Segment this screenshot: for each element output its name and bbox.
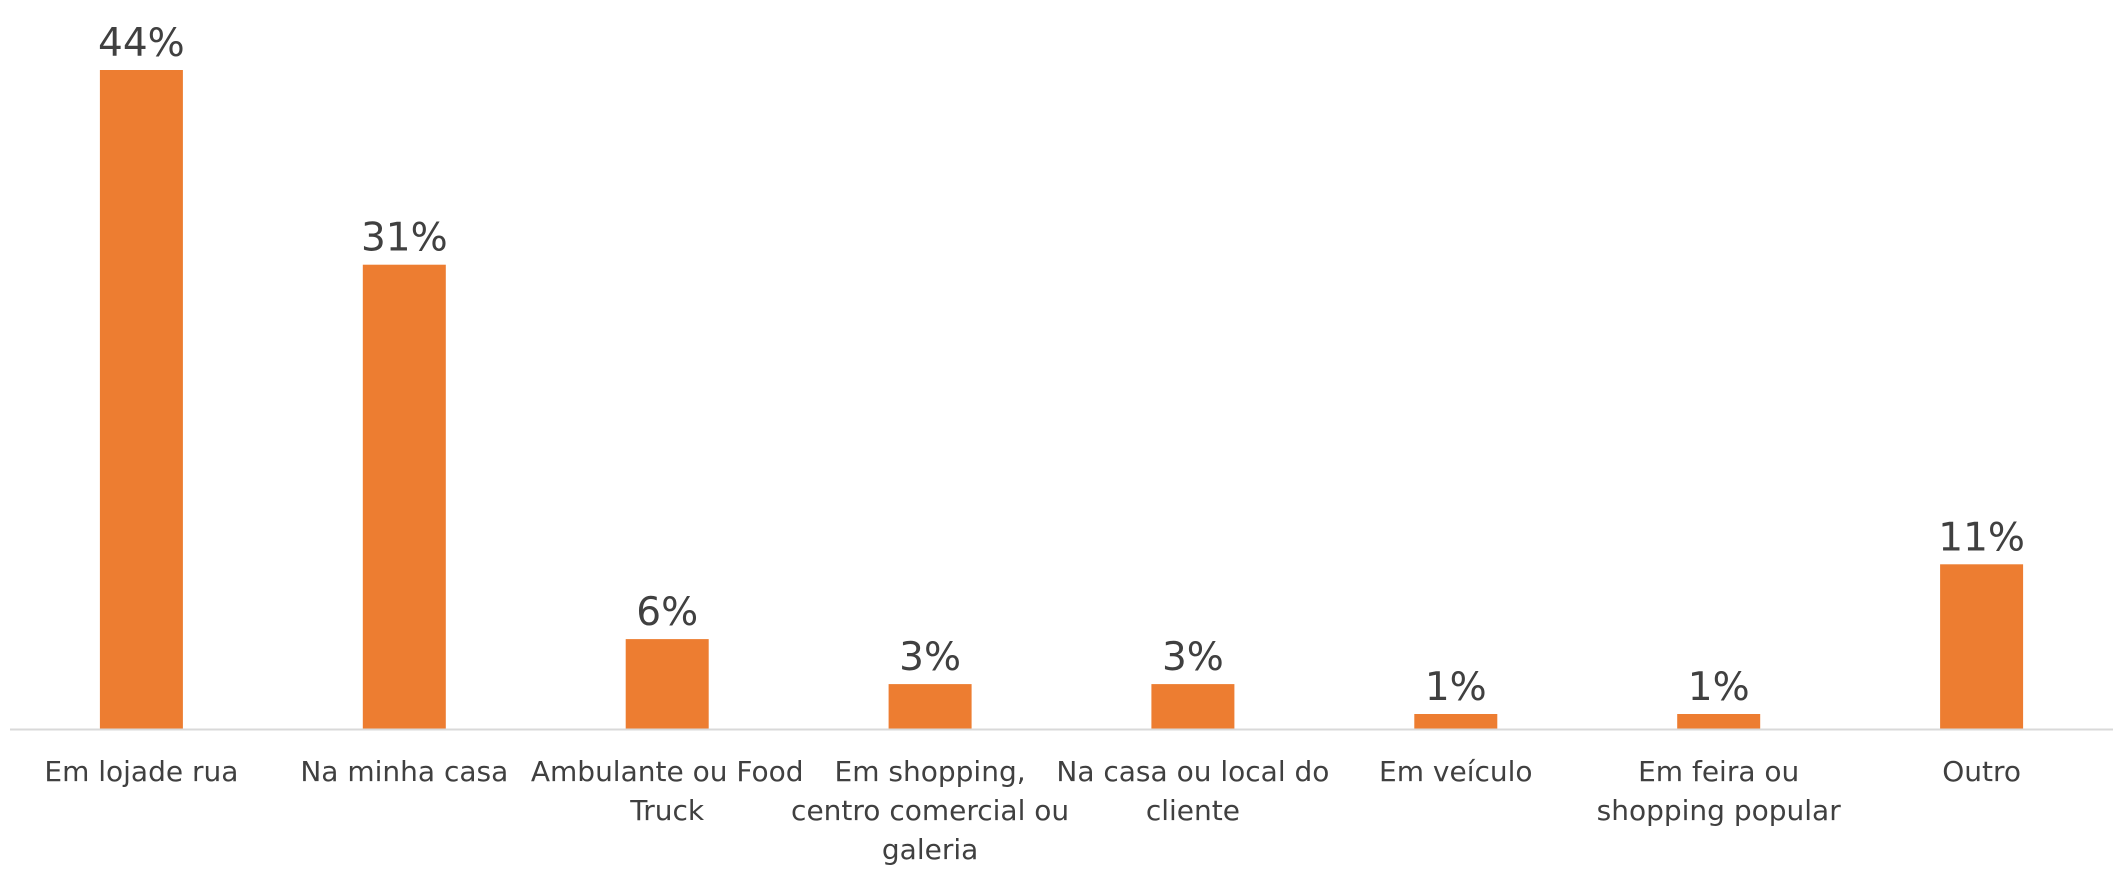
data-label-3: 6% [636,590,698,635]
data-label-2: 31% [361,216,448,261]
value-labels-layer: 44% 31% 6% 3% 3% 1% 1% 11% [98,21,2025,710]
category-label-5: Na casa ou local do cliente [1056,755,1329,827]
bar-2 [362,264,446,729]
bar-5 [1151,684,1235,729]
category-label-1: Em lojade rua [44,755,238,788]
category-labels-layer: Em lojade rua Na minha casa Ambulante ou F… [44,755,2021,866]
bar-7 [1677,714,1761,729]
bars-layer [99,70,2024,730]
data-label-8: 11% [1938,515,2025,560]
data-label-4: 3% [899,635,961,680]
category-label-6: Em veículo [1379,755,1533,788]
category-label-2: Na minha casa [300,755,508,788]
bar-6 [1414,714,1498,729]
bar-4 [888,684,972,729]
data-label-6: 1% [1425,665,1487,710]
data-label-1: 44% [98,21,185,66]
category-label-3: Ambulante ou Food Truck [531,755,804,827]
data-label-7: 1% [1688,665,1750,710]
data-label-5: 3% [1162,635,1224,680]
category-label-4: Em shopping, centro comercial ou galeria [791,755,1069,865]
bar-3 [625,639,709,729]
category-label-7: Em feira ou shopping popular [1597,755,1842,827]
bar-1 [99,70,183,729]
bar-8 [1940,564,2024,730]
category-label-8: Outro [1942,755,2021,788]
